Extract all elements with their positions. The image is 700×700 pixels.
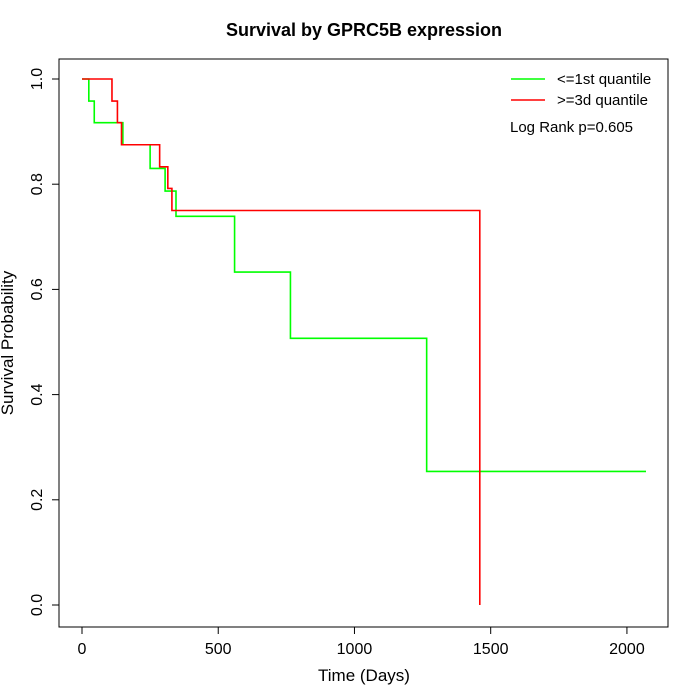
y-tick-label: 0.8: [29, 173, 46, 195]
x-tick-label: 500: [205, 641, 232, 658]
legend-label-high: >=3d quantile: [557, 92, 648, 109]
x-tick-label: 1500: [473, 641, 509, 658]
x-tick-label: 2000: [609, 641, 645, 658]
log-rank-annotation: Log Rank p=0.605: [510, 119, 633, 136]
series-line-0: [82, 78, 646, 473]
y-tick-label: 0.6: [29, 278, 46, 300]
x-axis: 0 500 1000 1500 2000: [78, 626, 645, 658]
series-layer: [82, 78, 646, 605]
y-axis-label: Survival Probability: [0, 270, 17, 415]
y-tick-label: 0.0: [29, 594, 46, 616]
y-tick-label: 0.2: [29, 489, 46, 511]
y-tick-label: 0.4: [29, 383, 46, 405]
legend: <=1st quantile >=3d quantile: [511, 71, 651, 109]
x-axis-label: Time (Days): [318, 666, 410, 685]
chart-title: Survival by GPRC5B expression: [226, 20, 502, 40]
y-axis: 0.0 0.2 0.4 0.6 0.8 1.0: [29, 68, 60, 616]
legend-label-low: <=1st quantile: [557, 71, 651, 88]
x-tick-label: 0: [78, 641, 87, 658]
x-tick-label: 1000: [337, 641, 373, 658]
series-line-1: [82, 78, 481, 605]
y-tick-label: 1.0: [29, 68, 46, 90]
